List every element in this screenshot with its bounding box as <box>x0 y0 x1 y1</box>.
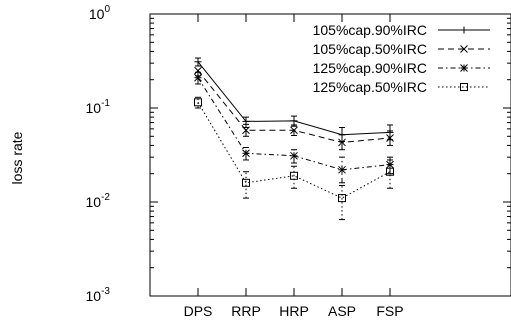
x-tick-label: DPS <box>184 303 213 319</box>
data-point-square <box>242 178 250 187</box>
data-point-star <box>194 73 202 82</box>
error-bar <box>387 130 393 146</box>
y-tick-label: 100 <box>89 4 111 22</box>
error-bar <box>339 184 345 221</box>
data-point-star <box>242 149 250 158</box>
legend-entry: 125%cap.90%IRC <box>313 60 490 76</box>
legend-label: 125%cap.90%IRC <box>313 60 427 76</box>
data-point-x <box>386 134 394 142</box>
data-point-x <box>242 126 250 135</box>
legend-entry: 125%cap.50%IRC <box>313 79 490 95</box>
y-axis-label: loss rate <box>9 131 25 184</box>
error-bar <box>195 71 201 85</box>
error-bar <box>291 165 297 189</box>
x-tick-label: ASP <box>328 303 356 319</box>
legend-entry: 105%cap.50%IRC <box>313 41 490 57</box>
error-bar <box>339 134 345 151</box>
data-point-x <box>460 45 468 53</box>
y-axis: 100 10-1 10-2 10-3 <box>86 4 511 304</box>
x-axis: DPS RRP HRP ASP FSP <box>184 14 404 319</box>
series-4 <box>194 96 394 221</box>
error-bar <box>243 171 249 199</box>
x-tick-label: HRP <box>279 303 309 319</box>
y-tick-label: 10-3 <box>86 286 111 304</box>
x-tick-label: RRP <box>231 303 261 319</box>
series-line <box>197 102 391 199</box>
series-3 <box>194 71 394 184</box>
legend-label: 105%cap.50%IRC <box>313 41 427 57</box>
data-point-x <box>338 138 346 147</box>
legend-entry: 105%cap.90%IRC <box>313 22 490 38</box>
x-tick-label: FSP <box>376 303 403 319</box>
data-point-x <box>194 66 202 75</box>
error-bar <box>387 159 393 189</box>
error-bar <box>291 149 297 164</box>
legend-label: 105%cap.90%IRC <box>313 22 427 38</box>
data-point-plus <box>242 117 250 125</box>
error-bar <box>243 147 249 161</box>
legend-label: 125%cap.50%IRC <box>313 79 427 95</box>
data-point-square <box>290 171 298 180</box>
data-point-square <box>338 194 346 203</box>
y-tick-label: 10-1 <box>86 98 111 116</box>
data-point-x <box>290 126 298 135</box>
legend: 105%cap.90%IRC 105%cap.50%IRC 125%cap.90%I… <box>313 22 490 95</box>
data-point-plus <box>194 58 202 66</box>
data-point-square <box>386 167 394 176</box>
data-point-square <box>460 83 468 91</box>
plot-frame <box>149 13 511 297</box>
data-point-star <box>386 160 394 169</box>
data-point-plus <box>460 26 468 34</box>
data-point-square <box>194 98 202 107</box>
series-layer <box>194 57 394 221</box>
data-point-star <box>290 151 298 160</box>
data-point-star <box>338 165 346 174</box>
y-tick-label: 10-2 <box>86 192 111 210</box>
data-point-star <box>460 64 468 72</box>
data-point-plus <box>290 117 298 125</box>
